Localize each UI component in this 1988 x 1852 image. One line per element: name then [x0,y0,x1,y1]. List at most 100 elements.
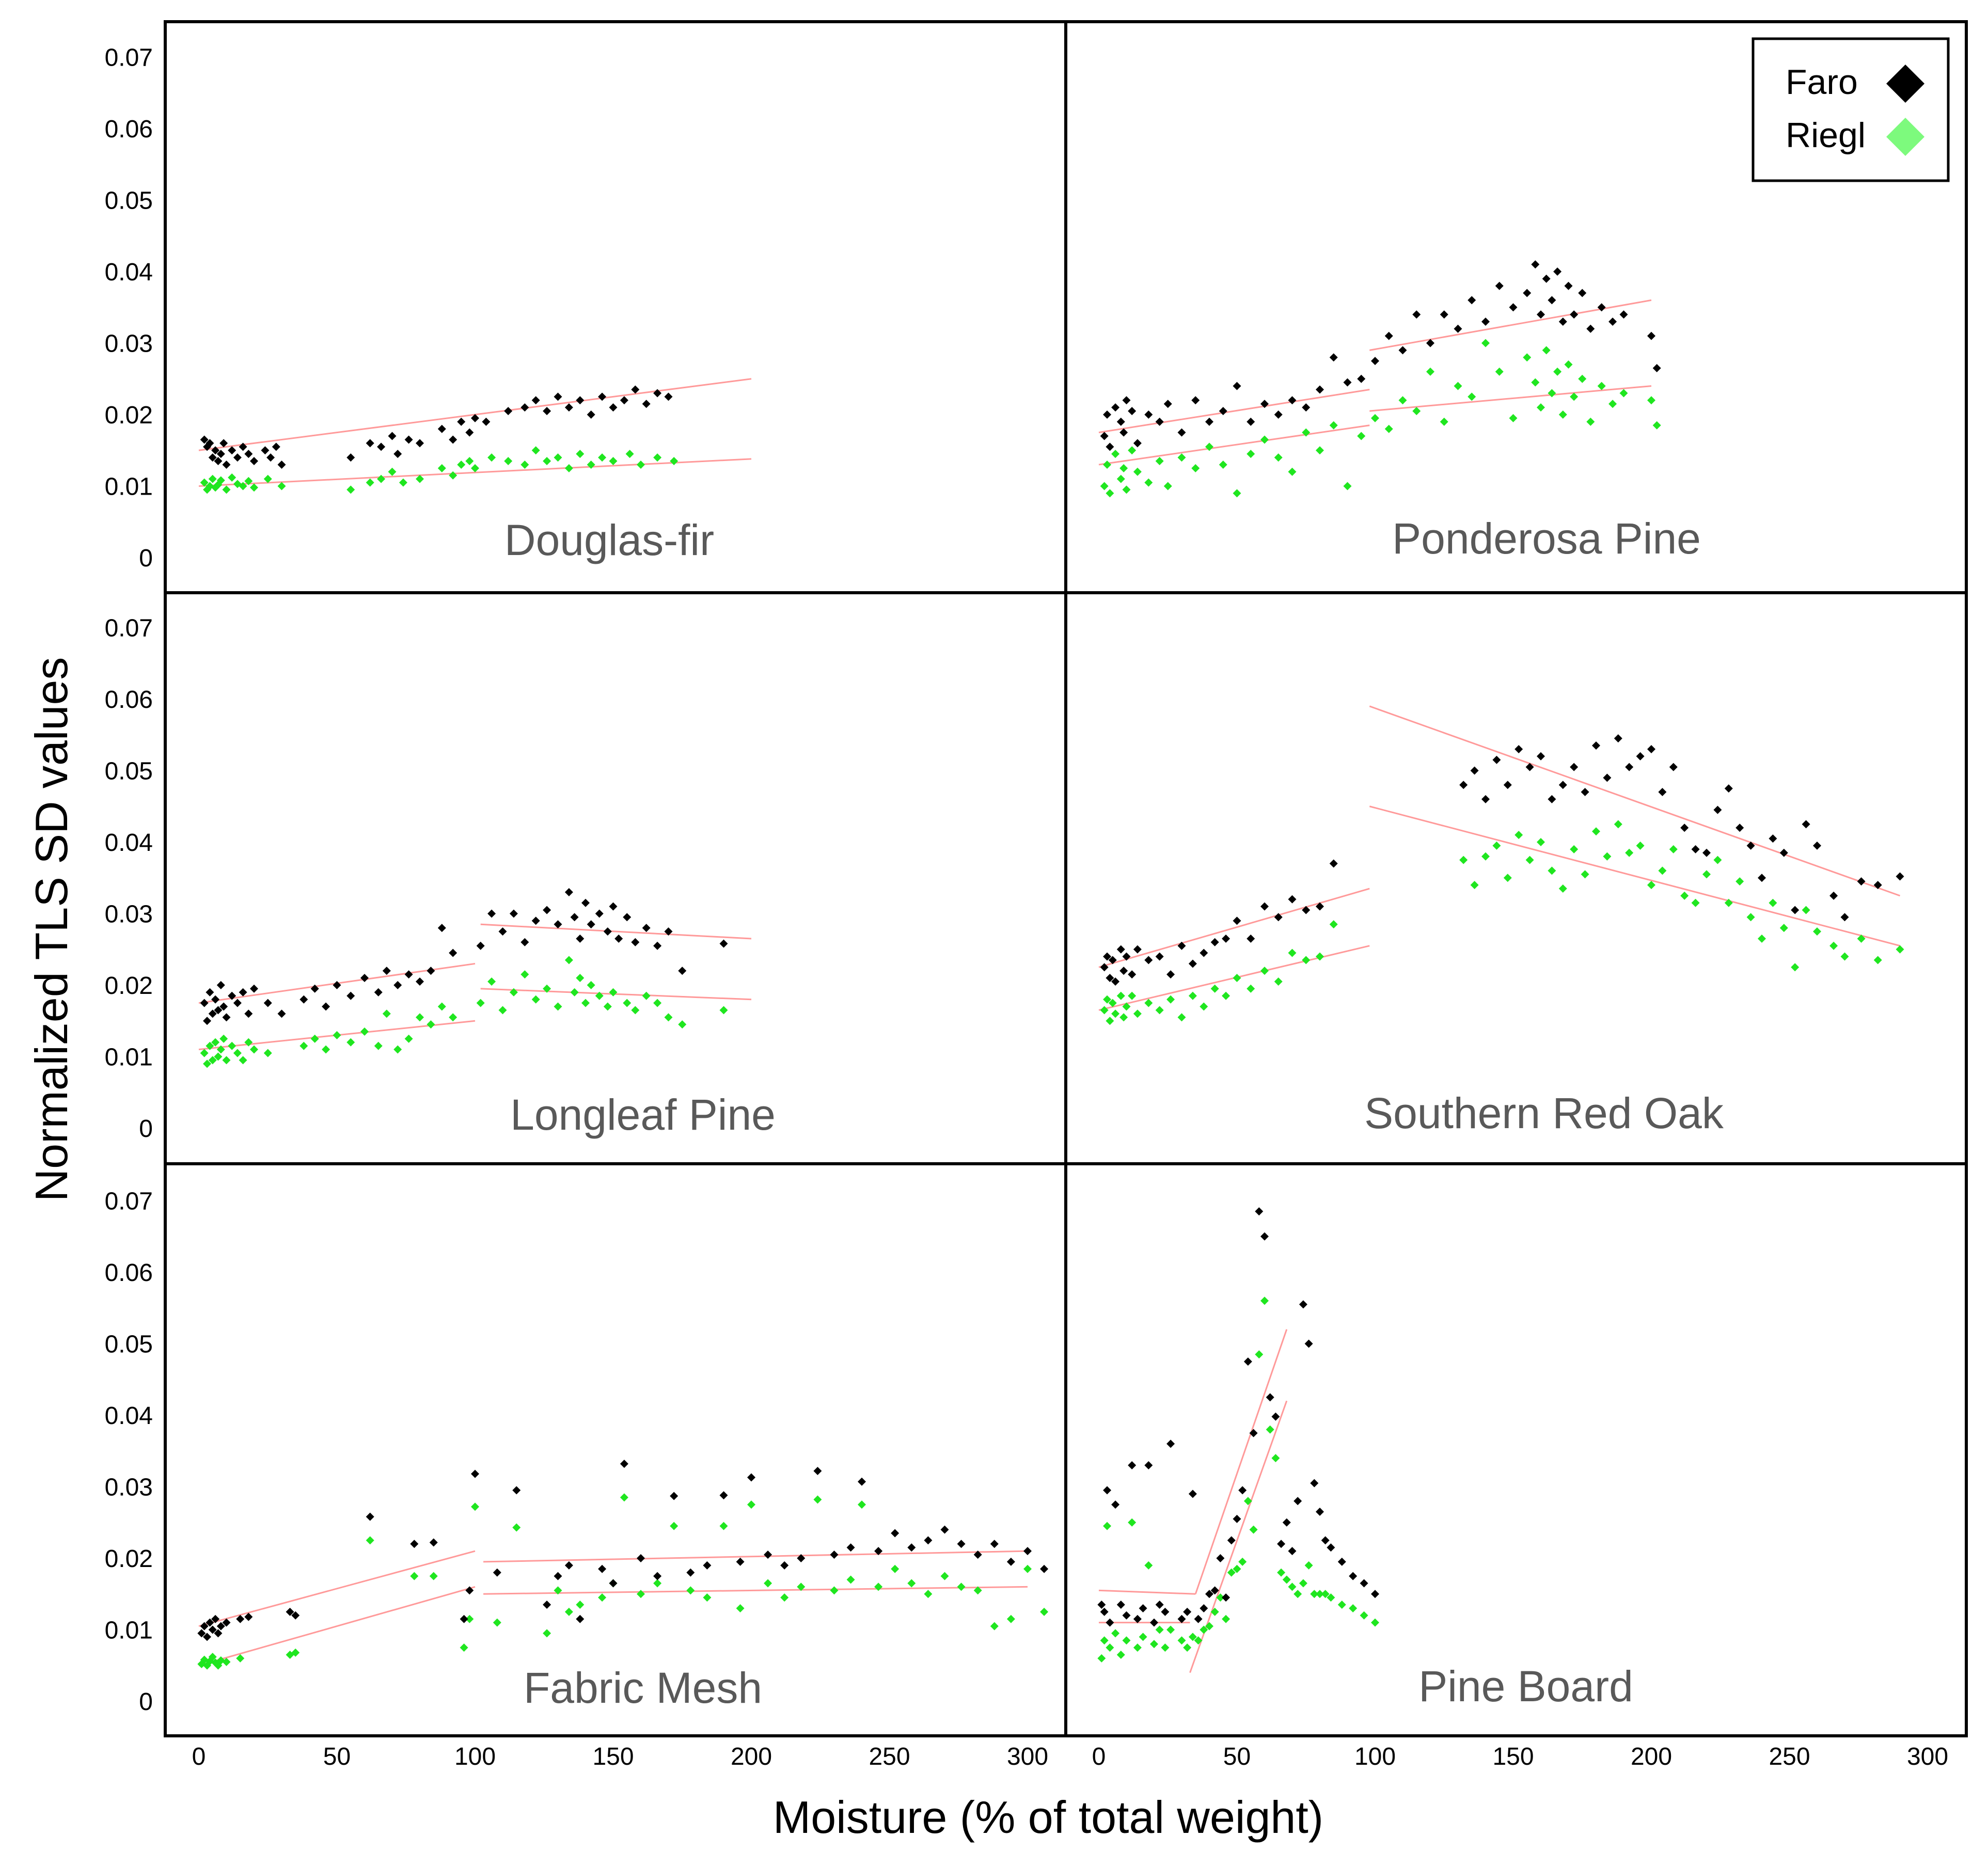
riegl-point [211,1038,220,1047]
riegl-point [404,1034,413,1043]
faro-point [1222,1593,1230,1602]
panel-title-longleaf-pine: Longleaf Pine [510,1090,776,1139]
faro-point [1578,289,1587,297]
riegl-point [1288,467,1297,476]
faro-point [543,407,551,416]
faro-point [940,1525,949,1534]
faro-point [1288,1547,1297,1556]
faro-point [719,939,728,948]
riegl-point [1271,1454,1280,1463]
faro-point [973,1550,982,1559]
riegl-point [471,1502,479,1511]
faro-point [1260,1232,1269,1241]
riegl-point [543,984,551,993]
trend-line-faro [480,923,752,940]
faro-point [366,1512,374,1521]
trend-line-faro [483,1550,1028,1563]
riegl-point [360,1027,369,1036]
riegl-point [1111,1009,1120,1018]
riegl-point [1210,984,1219,993]
riegl-point [1166,995,1175,1004]
riegl-point [1603,852,1612,861]
faro-point [244,1612,253,1621]
legend-marker-riegl [1886,118,1924,156]
x-tick-label: 0 [1092,1743,1106,1770]
faro-point [874,1547,883,1556]
riegl-point [1100,1006,1109,1015]
faro-point [1260,902,1269,911]
riegl-point [1321,1590,1330,1598]
riegl-point [543,1629,551,1638]
faro-point [1274,410,1283,419]
faro-point [1150,1618,1158,1627]
faro-point [1647,331,1655,340]
riegl-point [1537,403,1545,412]
faro-point [437,924,446,932]
faro-point [1247,417,1255,426]
riegl-point [1166,1625,1175,1634]
riegl-point [598,453,607,462]
faro-point [214,1006,223,1015]
faro-point [504,407,513,416]
riegl-point [1468,392,1476,401]
faro-point [476,941,485,950]
faro-point [208,1625,217,1634]
x-tick-label: 150 [592,1743,634,1770]
faro-point [990,1540,999,1548]
riegl-point [1177,1013,1186,1022]
faro-point [263,999,272,1007]
faro-point [244,450,253,458]
riegl-point [1509,414,1518,422]
faro-point [460,1614,468,1623]
faro-point [449,948,457,957]
riegl-point [1128,446,1137,455]
faro-point [1440,310,1448,319]
riegl-point [1329,920,1338,929]
faro-point [543,906,551,914]
y-tick-label: 0.04 [105,259,153,286]
riegl-point [1155,1006,1164,1015]
riegl-point [1191,464,1200,472]
riegl-point [1316,952,1324,961]
riegl-point [1243,1497,1252,1506]
trend-line-faro [198,1550,476,1627]
faro-point [1100,1607,1109,1616]
x-axis-title: Moisture (% of total weight) [773,1792,1323,1843]
faro-point [1669,763,1678,771]
faro-point [1509,303,1518,312]
faro-point [512,1486,521,1495]
riegl-point [1097,1654,1106,1663]
faro-point [1247,934,1255,943]
riegl-point [1122,485,1131,494]
faro-point [1103,1486,1112,1495]
riegl-point [1133,1643,1142,1652]
faro-point [1139,1604,1147,1612]
faro-point [1481,317,1490,326]
faro-point [1548,296,1556,305]
riegl-point [1144,999,1153,1007]
riegl-point [471,464,479,472]
riegl-point [1440,417,1448,426]
riegl-point [1840,952,1849,961]
faro-point [1680,824,1689,832]
faro-point [437,424,446,433]
faro-point [1829,891,1838,900]
faro-point [1233,1514,1241,1523]
riegl-point [623,999,632,1007]
faro-point [664,392,673,401]
faro-point [891,1529,900,1538]
x-tick-label: 250 [1769,1743,1810,1770]
faro-point [1106,974,1114,983]
riegl-point [1040,1607,1049,1616]
x-tick-label: 200 [731,1743,772,1770]
faro-point [813,1467,822,1476]
riegl-point [1669,845,1678,853]
faro-point [1343,378,1352,387]
riegl-point [429,1572,438,1580]
y-tick-label: 0 [139,1115,153,1143]
riegl-point [1636,841,1645,850]
faro-point [1558,781,1567,789]
legend-label-riegl: Riegl [1786,116,1866,155]
riegl-point [250,1045,258,1054]
x-tick-label: 150 [1492,1743,1534,1770]
